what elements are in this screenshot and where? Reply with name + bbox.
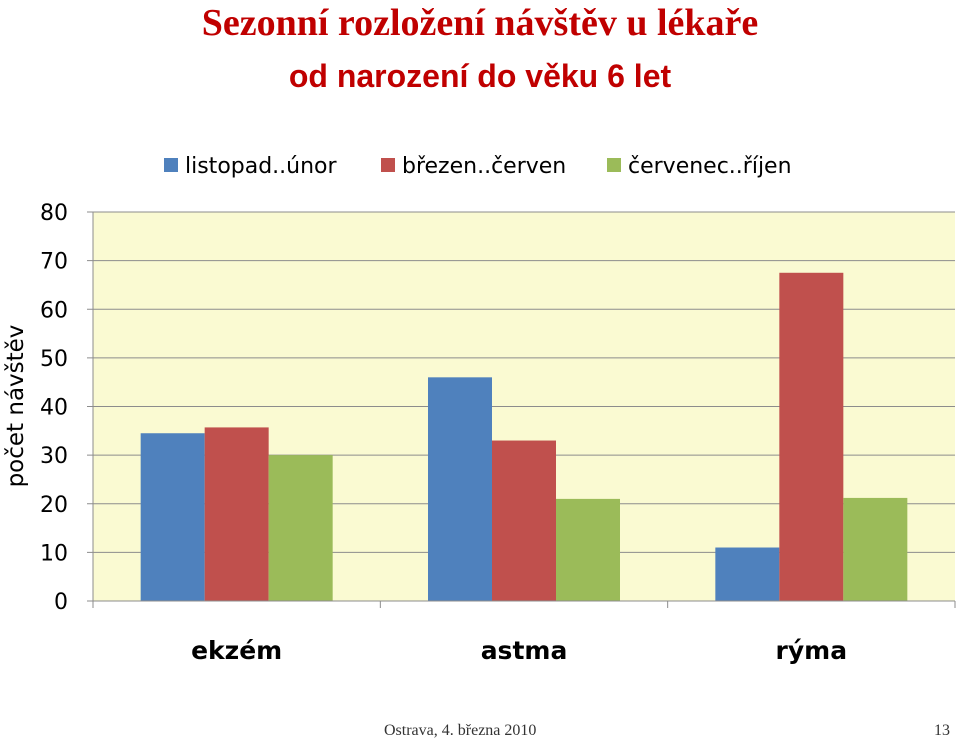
- legend-label: březen..červen: [402, 154, 566, 179]
- x-tick-label: ekzém: [191, 636, 282, 665]
- y-tick-label: 70: [40, 250, 68, 275]
- y-tick-label: 0: [54, 590, 68, 615]
- y-tick-label: 60: [40, 298, 68, 323]
- legend-label: listopad..únor: [185, 154, 338, 179]
- y-tick-label: 50: [40, 347, 68, 372]
- slide-subtitle: od narození do věku 6 let: [288, 58, 672, 94]
- bar: [268, 455, 333, 601]
- y-axis-label: počet návštěv: [3, 325, 29, 488]
- legend-swatch: [381, 158, 395, 172]
- bar: [779, 272, 844, 601]
- page-number: 13: [934, 722, 950, 739]
- bar: [204, 427, 269, 601]
- y-axis-ticks: 0 10 20 30 40 50 60 70 80: [40, 201, 93, 615]
- y-tick-label: 10: [40, 541, 68, 566]
- bar-chart: listopad..únor březen..červen červenec..ří…: [3, 154, 956, 665]
- y-tick-label: 30: [40, 444, 68, 469]
- bars: [140, 272, 908, 601]
- legend-label: červenec..říjen: [628, 154, 792, 179]
- footer-date: Ostrava, 4. března 2010: [384, 722, 537, 739]
- bar: [556, 498, 620, 601]
- y-tick-label: 80: [40, 201, 68, 226]
- bar: [715, 547, 780, 601]
- x-tick-label: astma: [481, 636, 568, 665]
- chart-legend: listopad..únor březen..červen červenec..ří…: [164, 154, 792, 179]
- slide-title: Sezonní rozložení návštěv u lékaře: [201, 2, 759, 44]
- x-tick-label: rýma: [776, 636, 848, 665]
- bar: [843, 497, 908, 601]
- legend-swatch: [607, 158, 621, 172]
- y-tick-label: 20: [40, 493, 68, 518]
- legend-swatch: [164, 158, 178, 172]
- y-tick-label: 40: [40, 396, 68, 421]
- bar: [428, 377, 492, 601]
- bar: [140, 433, 205, 601]
- x-axis: ekzém astma rýma: [92, 212, 956, 665]
- bar: [492, 440, 556, 601]
